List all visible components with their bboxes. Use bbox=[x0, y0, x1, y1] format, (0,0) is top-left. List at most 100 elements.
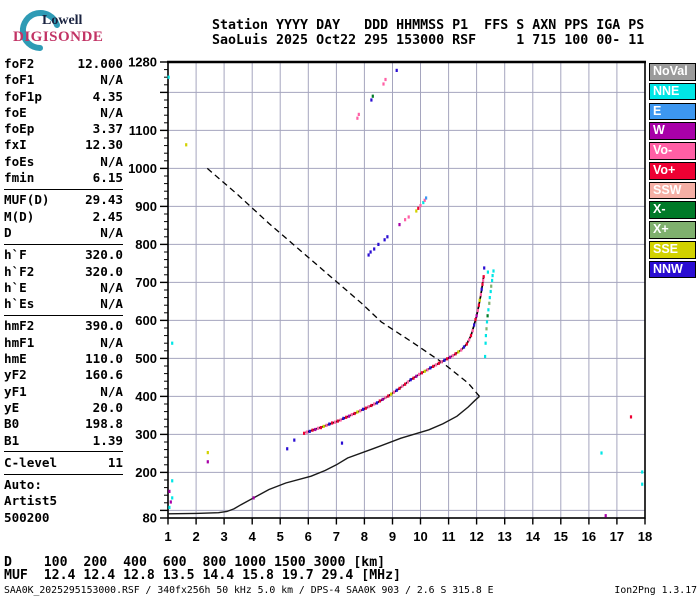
legend-item-noval: NoVal bbox=[649, 63, 696, 81]
echo-point bbox=[434, 363, 438, 367]
parameter-value: 110.0 bbox=[85, 351, 123, 367]
muf-row: MUF 12.4 12.4 12.8 13.5 14.4 15.8 19.7 2… bbox=[4, 568, 401, 583]
echo-point bbox=[419, 204, 422, 208]
echo-point bbox=[305, 430, 308, 434]
echo-point bbox=[167, 75, 170, 79]
echo-point bbox=[488, 296, 491, 300]
x-axis-label: 2 bbox=[192, 529, 199, 544]
echo-point bbox=[286, 447, 289, 451]
echo-point bbox=[206, 451, 209, 455]
parameter-row: foEp 3.37 bbox=[4, 121, 123, 137]
logo-digisonde-text: DIGISONDE bbox=[13, 29, 104, 45]
parameter-value: 3.37 bbox=[92, 121, 123, 137]
echo-point bbox=[423, 198, 426, 202]
echo-point bbox=[485, 320, 489, 324]
parameter-label: C-level bbox=[4, 454, 58, 470]
echo-point bbox=[407, 215, 410, 219]
parameter-value: 6.15 bbox=[92, 170, 123, 186]
parameter-label: MUF(D) bbox=[4, 192, 50, 208]
echo-point bbox=[485, 327, 488, 331]
parameter-label: yF1 bbox=[4, 383, 27, 399]
echo-point bbox=[347, 414, 351, 418]
echo-point bbox=[345, 415, 348, 419]
trace-fit-curve bbox=[305, 275, 485, 434]
echo-point bbox=[486, 270, 489, 274]
echo-point bbox=[386, 235, 389, 239]
echo-point bbox=[488, 301, 491, 305]
parameter-label: foF1 bbox=[4, 72, 35, 88]
parameter-label: hmF1 bbox=[4, 334, 35, 350]
x-axis-label: 13 bbox=[497, 529, 511, 544]
legend-item-vo: Vo+ bbox=[649, 161, 696, 180]
station-header-line1: Station YYYY DAY DDD HHMMSS P1 FFS S AXN… bbox=[212, 18, 645, 33]
parameter-value: N/A bbox=[100, 296, 123, 312]
parameter-label: foE bbox=[4, 104, 27, 120]
echo-point bbox=[356, 116, 359, 120]
echo-point bbox=[490, 284, 493, 288]
station-header-line2: SaoLuis 2025 Oct22 295 153000 RSF 1 715 … bbox=[212, 32, 645, 48]
echo-point bbox=[401, 384, 404, 388]
parameter-value: 11 bbox=[107, 454, 123, 470]
parameter-label: h`Es bbox=[4, 296, 35, 312]
echo-point bbox=[342, 416, 345, 420]
echo-point bbox=[432, 364, 435, 368]
parameter-row: h`E N/A bbox=[4, 280, 123, 296]
lowell-digisonde-logo: Lowell DIGISONDE bbox=[6, 4, 126, 52]
parameter-value: N/A bbox=[100, 104, 123, 120]
echo-point bbox=[484, 354, 487, 359]
echo-point bbox=[171, 341, 174, 345]
parameter-value: 390.0 bbox=[85, 318, 123, 334]
legend-item-nnw: NNW bbox=[649, 260, 696, 279]
x-axis-label: 17 bbox=[610, 529, 624, 544]
echo-point bbox=[477, 303, 480, 307]
legend-item-sse: SSE bbox=[649, 241, 696, 259]
parameter-row: foF1 N/A bbox=[4, 72, 123, 88]
echo-point bbox=[169, 500, 172, 504]
parameter-value: N/A bbox=[100, 72, 123, 88]
echo-point bbox=[395, 388, 398, 392]
echo-point bbox=[168, 505, 171, 509]
echo-point bbox=[303, 431, 306, 435]
parameter-row: 500200 bbox=[4, 510, 123, 526]
x-axis-label: 1 bbox=[164, 529, 171, 544]
parameter-label: B1 bbox=[4, 432, 20, 448]
echo-point bbox=[322, 424, 325, 428]
y-axis-label: 400 bbox=[135, 389, 157, 404]
panel-separator bbox=[4, 243, 123, 245]
echo-point bbox=[390, 392, 393, 396]
echo-point bbox=[492, 269, 495, 273]
parameter-row: foF1p 4.35 bbox=[4, 89, 123, 105]
parameter-row: MUF(D) 29.43 bbox=[4, 192, 123, 208]
echo-point bbox=[367, 253, 370, 257]
y-axis-label: 1000 bbox=[128, 161, 157, 176]
echo-point bbox=[353, 411, 356, 416]
echo-point bbox=[448, 355, 452, 359]
echo-point bbox=[171, 496, 174, 500]
echo-point bbox=[331, 421, 334, 425]
echo-point bbox=[475, 314, 478, 318]
echo-point bbox=[319, 426, 322, 430]
echo-point bbox=[336, 419, 339, 423]
echo-point bbox=[371, 94, 374, 98]
parameter-value: 2.45 bbox=[92, 208, 123, 224]
parameter-row: yF2 160.6 bbox=[4, 367, 123, 383]
echo-point bbox=[409, 378, 412, 382]
distance-row: D 100 200 400 600 800 1000 1500 3000 [km… bbox=[4, 555, 386, 570]
parameter-row: h`F2 320.0 bbox=[4, 264, 123, 280]
legend-item-ssw: SSW bbox=[649, 181, 696, 200]
echo-point bbox=[469, 334, 473, 338]
echo-point bbox=[417, 206, 420, 210]
parameter-row: B0 198.8 bbox=[4, 416, 123, 432]
parameter-label: hmE bbox=[4, 351, 27, 367]
x-axis-label: 14 bbox=[526, 529, 541, 544]
echo-point bbox=[487, 308, 490, 312]
echo-point bbox=[483, 266, 486, 270]
echo-point bbox=[404, 218, 407, 222]
echo-point bbox=[356, 410, 359, 414]
parameter-label: h`F bbox=[4, 247, 27, 263]
legend-item-x: X- bbox=[649, 201, 696, 220]
parameter-row: Artist5 bbox=[4, 493, 123, 509]
parameter-row: foE N/A bbox=[4, 105, 123, 121]
echo-point bbox=[429, 366, 432, 370]
echo-point bbox=[373, 402, 376, 406]
